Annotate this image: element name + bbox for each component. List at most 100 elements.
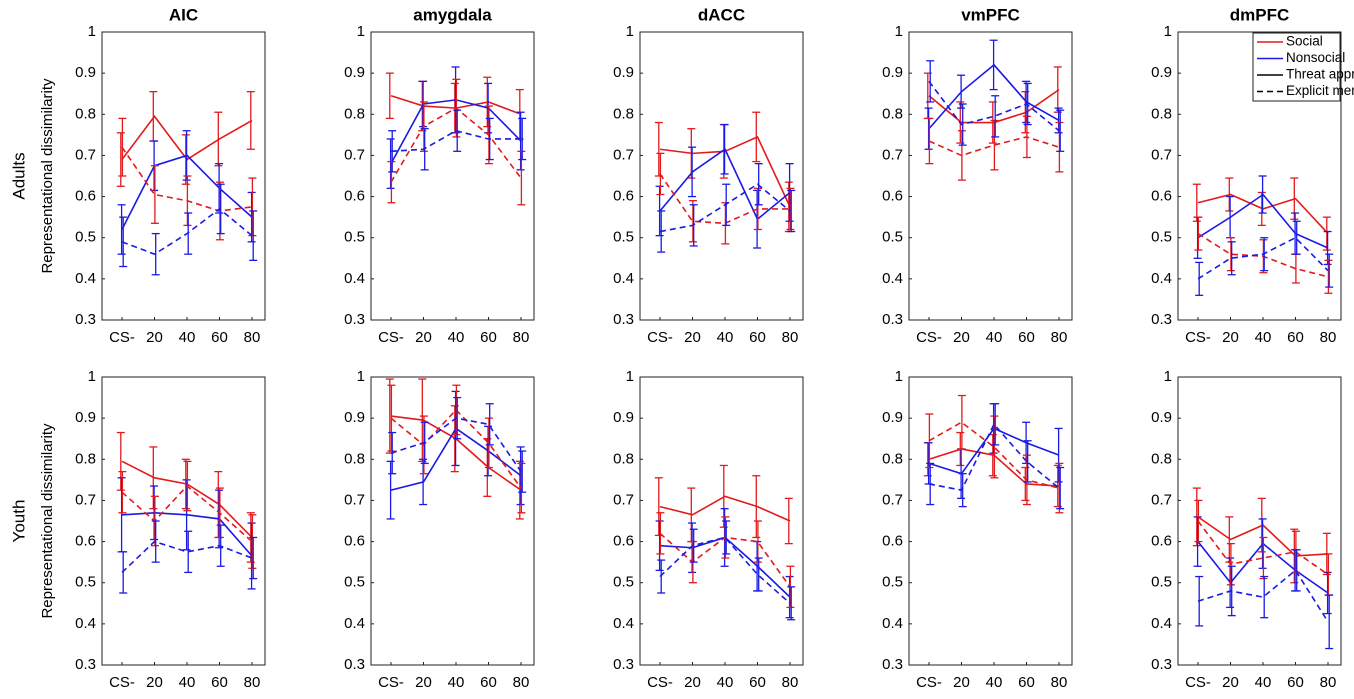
- y-tick-label: 0.8: [613, 105, 634, 122]
- y-tick-label: 0.4: [882, 615, 903, 632]
- error-bar: [1225, 177, 1234, 212]
- legend-label: Social: [1286, 34, 1323, 49]
- error-bar: [958, 473, 967, 508]
- x-tick-label: 60: [1018, 329, 1035, 346]
- plot-frame: [1177, 376, 1342, 666]
- error-bar: [1226, 237, 1235, 272]
- plot-frame: [370, 376, 535, 666]
- error-bar: [182, 130, 191, 181]
- y-tick-label: 0.7: [1151, 146, 1172, 163]
- plot-frame: [101, 31, 266, 321]
- y-tick-label: 0.3: [613, 656, 634, 673]
- y-tick-label: 1: [895, 23, 903, 40]
- error-bar: [420, 128, 429, 171]
- x-tick-label: 60: [211, 329, 228, 346]
- error-bar: [1260, 237, 1269, 272]
- error-bar: [484, 105, 493, 165]
- error-bar: [924, 107, 933, 150]
- y-tick-label: 0.7: [613, 491, 634, 508]
- y-tick-label: 0.6: [75, 533, 96, 550]
- error-bar: [926, 462, 935, 506]
- error-bar: [787, 189, 796, 233]
- error-bar: [1054, 107, 1063, 134]
- x-tick-label: 80: [782, 329, 799, 346]
- y-tick-label: 0.4: [75, 270, 96, 287]
- panel-title: AIC: [169, 5, 198, 24]
- error-bar: [1259, 239, 1268, 274]
- error-bar: [485, 117, 494, 161]
- x-tick-label: 60: [1287, 329, 1304, 346]
- y-tick-label: 0.9: [1151, 409, 1172, 426]
- error-bar: [958, 103, 967, 146]
- plot-frame: [639, 376, 804, 666]
- y-tick-label: 0.4: [613, 270, 634, 287]
- error-bar: [516, 111, 525, 171]
- error-bar: [388, 431, 397, 475]
- y-tick-label: 1: [1164, 23, 1172, 40]
- error-bar: [419, 415, 428, 475]
- x-tick-label: 40: [717, 674, 734, 691]
- x-tick-label: 80: [244, 674, 261, 691]
- y-tick-label: 0.5: [1151, 229, 1172, 246]
- y-tick-label: 0.7: [344, 491, 365, 508]
- error-bar: [183, 175, 192, 227]
- error-bar: [689, 204, 698, 247]
- y-tick-label: 0.9: [344, 409, 365, 426]
- error-bar: [657, 210, 666, 253]
- error-bar: [183, 460, 192, 512]
- error-bar: [1023, 440, 1032, 483]
- x-tick-label: CS-: [378, 674, 404, 691]
- error-bar: [518, 117, 527, 161]
- x-tick-label: CS-: [378, 329, 404, 346]
- y-tick-label: 0.6: [882, 533, 903, 550]
- error-bar: [1053, 66, 1062, 113]
- error-bar: [1324, 259, 1333, 294]
- error-bar: [1022, 115, 1031, 159]
- y-tick-label: 0.4: [1151, 270, 1172, 287]
- error-bar: [1259, 536, 1268, 580]
- series-line: [659, 495, 791, 522]
- y-tick-label: 0.6: [613, 188, 634, 205]
- error-bar: [1322, 216, 1331, 251]
- error-bar: [925, 117, 934, 165]
- x-tick-label: 20: [146, 674, 163, 691]
- error-bar: [150, 165, 159, 224]
- y-tick-label: 0.5: [613, 574, 634, 591]
- y-tick-label: 0.7: [75, 491, 96, 508]
- error-bar: [387, 160, 396, 204]
- error-bar: [989, 39, 998, 91]
- error-bar: [1260, 575, 1269, 619]
- error-bar: [957, 74, 966, 109]
- error-bar: [1193, 216, 1202, 259]
- error-bar: [485, 403, 494, 446]
- error-bar: [1290, 177, 1299, 220]
- x-tick-label: CS-: [109, 329, 135, 346]
- error-bar: [1056, 466, 1065, 510]
- error-bar: [386, 138, 395, 189]
- error-bar: [1292, 549, 1301, 592]
- error-bar: [957, 130, 966, 181]
- error-bar: [1258, 518, 1267, 569]
- x-tick-label: 20: [684, 329, 701, 346]
- plot-frame: [908, 31, 1073, 321]
- x-tick-label: CS-: [109, 674, 135, 691]
- x-tick-label: 40: [179, 674, 196, 691]
- error-bar: [248, 177, 257, 237]
- series-line: [1197, 569, 1329, 623]
- series-line: [1197, 236, 1329, 280]
- error-bar: [149, 91, 158, 142]
- error-bar: [1323, 230, 1332, 266]
- x-tick-label: CS-: [1185, 674, 1211, 691]
- y-tick-label: 1: [626, 23, 634, 40]
- error-bar: [216, 183, 225, 235]
- error-bar: [451, 390, 460, 467]
- y-tick-label: 0.3: [75, 656, 96, 673]
- plot-frame: [101, 376, 266, 666]
- x-tick-label: CS-: [1185, 329, 1211, 346]
- error-bar: [720, 123, 729, 175]
- y-tick-label: 0.5: [882, 229, 903, 246]
- error-bar: [249, 210, 258, 261]
- y-tick-label: 1: [88, 23, 96, 40]
- y-tick-label: 0.8: [613, 450, 634, 467]
- y-tick-label: 0.9: [613, 409, 634, 426]
